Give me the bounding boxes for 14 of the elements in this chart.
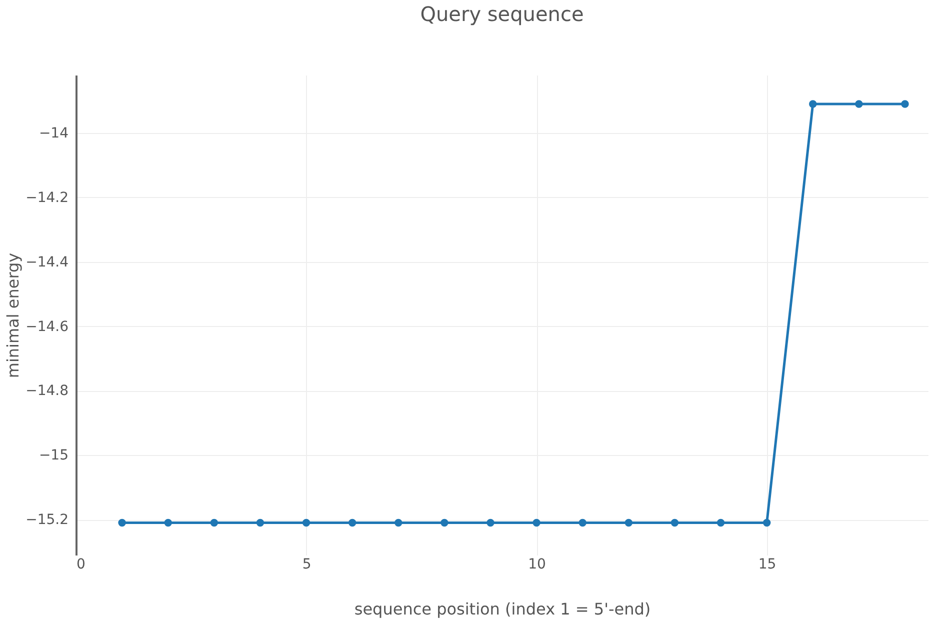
y-tick-label: −14.2 <box>26 190 68 206</box>
y-tick-label: −14.4 <box>26 254 69 270</box>
y-tick-label: −14.8 <box>26 383 68 400</box>
x-tick-label: 0 <box>76 556 86 572</box>
x-axis-title: sequence position (index 1 = 5'-end) <box>354 600 651 618</box>
x-tick-label: 10 <box>528 556 546 572</box>
y-tick-label: −15 <box>38 448 68 464</box>
y-axis-title: minimal energy <box>4 252 23 378</box>
y-tick-label: −15.2 <box>26 512 68 528</box>
x-tick-label: 5 <box>302 556 312 572</box>
y-tick-label: −14 <box>38 125 69 142</box>
chart-title: Query sequence <box>420 2 584 26</box>
x-tick-label: 15 <box>758 556 776 572</box>
y-tick-label: −14.6 <box>26 318 69 335</box>
